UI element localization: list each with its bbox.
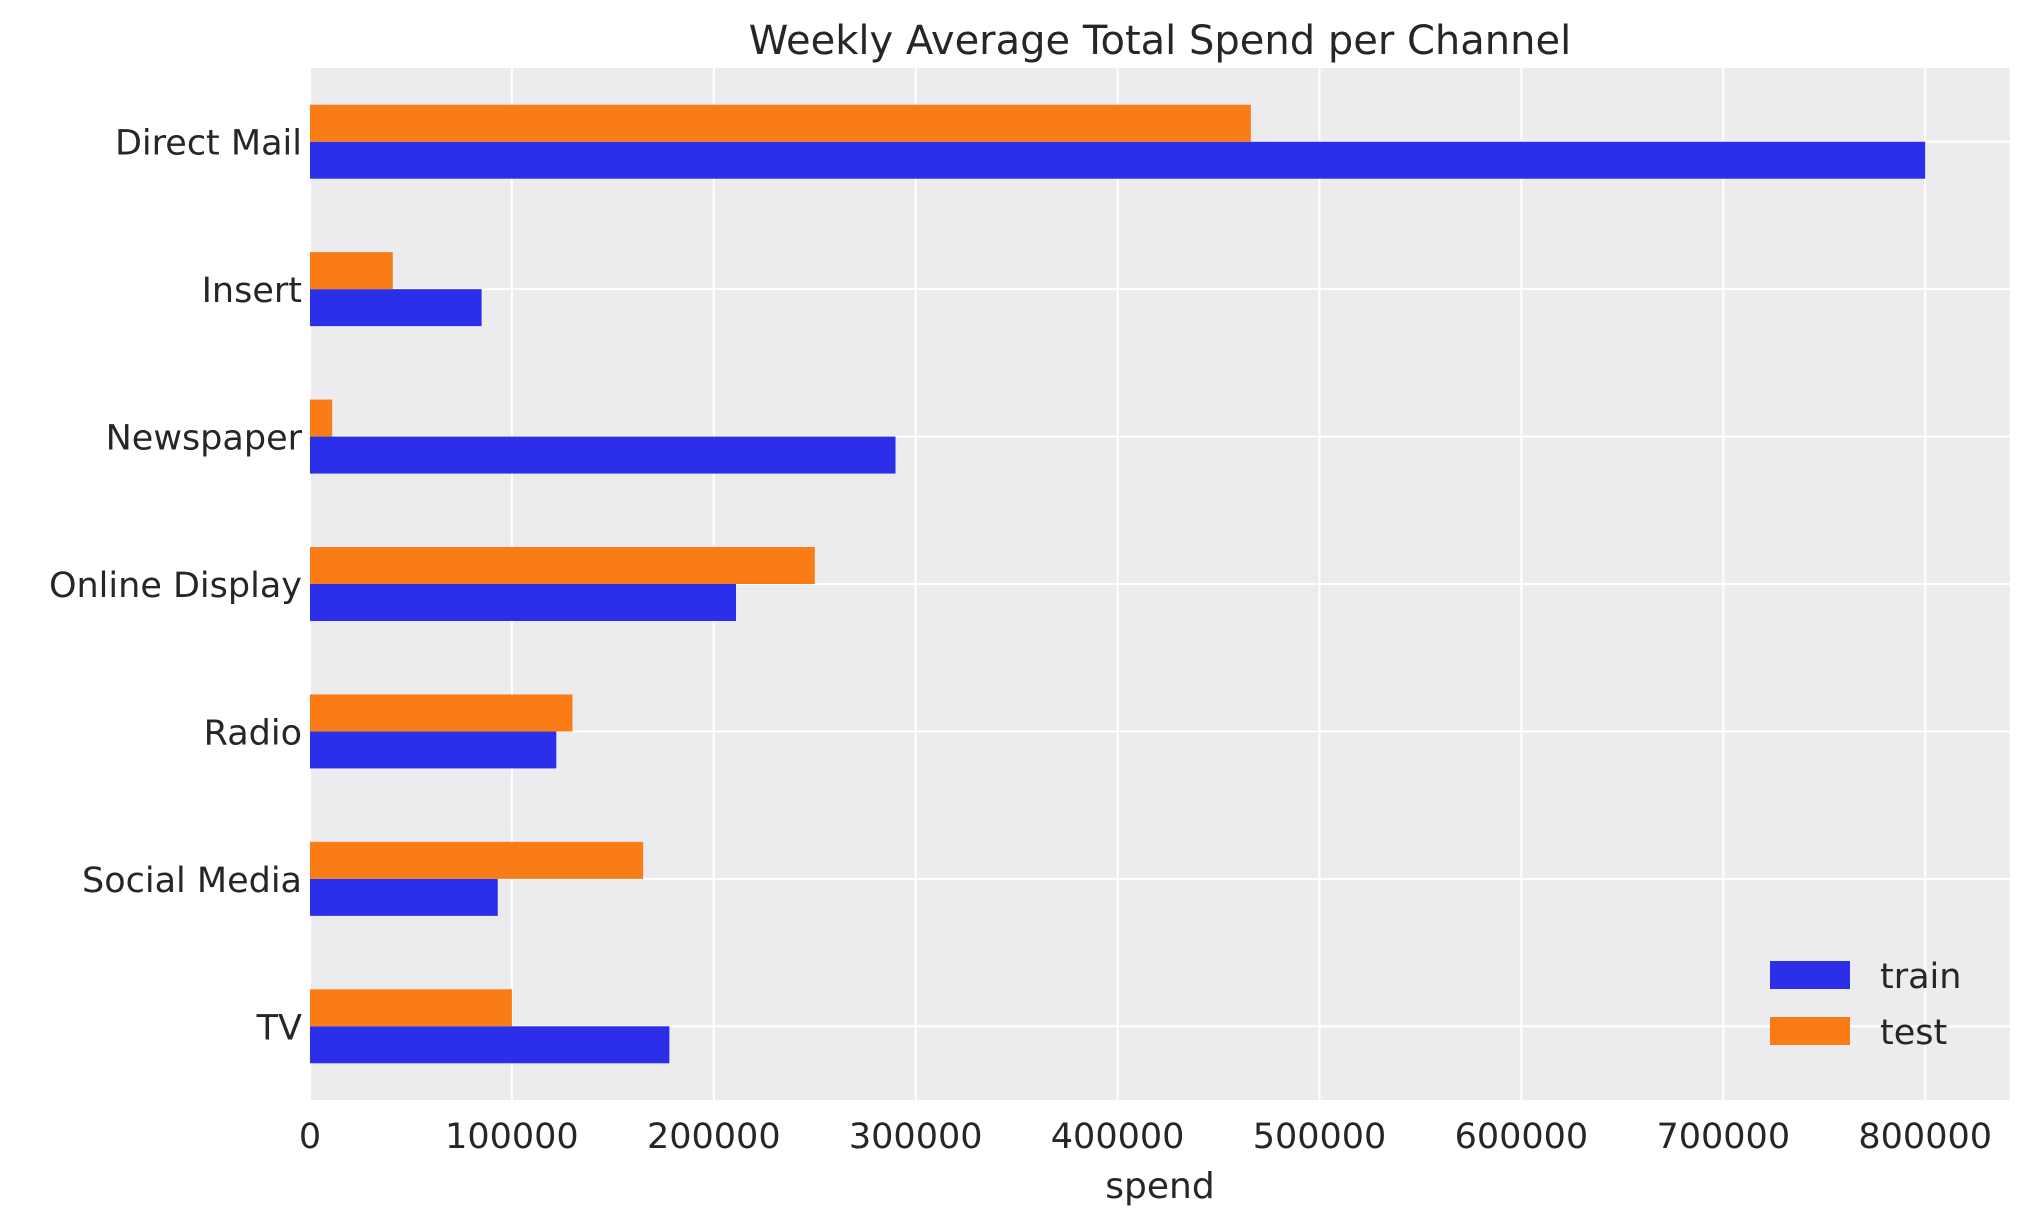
bar-train-social-media	[310, 878, 498, 916]
x-axis-label: spend	[1105, 1166, 1214, 1207]
legend-swatch-train	[1770, 961, 1850, 989]
x-tick-label: 200000	[647, 1117, 781, 1157]
bar-train-direct-mail	[310, 141, 1926, 179]
x-tick-label: 600000	[1455, 1117, 1589, 1157]
bar-test-insert	[310, 252, 393, 290]
legend-label-train: train	[1880, 957, 1961, 997]
category-label: Radio	[204, 713, 302, 753]
category-label: Insert	[202, 271, 302, 311]
chart-title: Weekly Average Total Spend per Channel	[749, 18, 1571, 64]
legend: train test	[1770, 957, 1961, 1053]
bar-train-insert	[310, 289, 482, 327]
category-label: TV	[256, 1008, 302, 1048]
legend-label-test: test	[1880, 1013, 1947, 1053]
bar-train-online-display	[310, 584, 737, 621]
category-label: Newspaper	[106, 419, 303, 459]
x-tick-label: 800000	[1858, 1117, 1992, 1157]
bar-train-radio	[310, 731, 557, 769]
bar-test-tv	[310, 989, 512, 1027]
bar-test-online-display	[310, 547, 815, 584]
bar-train-tv	[310, 1026, 670, 1064]
x-tick-label: 100000	[445, 1117, 579, 1157]
bar-test-social-media	[310, 841, 644, 879]
category-label: Social Media	[82, 861, 302, 901]
x-tick-label: 0	[299, 1117, 321, 1157]
x-tick-label: 500000	[1253, 1117, 1387, 1157]
x-tick-label: 300000	[849, 1117, 983, 1157]
legend-swatch-test	[1770, 1017, 1850, 1045]
bar-test-direct-mail	[310, 104, 1251, 142]
bar-test-radio	[310, 694, 573, 732]
bar-train-newspaper	[310, 436, 896, 474]
x-tick-label: 400000	[1051, 1117, 1185, 1157]
category-label: Direct Mail	[115, 124, 302, 164]
bar-test-newspaper	[310, 399, 333, 437]
bars-group	[310, 104, 1926, 1064]
x-tick-label: 700000	[1656, 1117, 1790, 1157]
category-label: Online Display	[49, 566, 302, 606]
x-tick-labels: 0 100000 200000 300000 400000 500000 600000 700…	[299, 1117, 1992, 1157]
category-labels: Direct Mail Insert Newspaper Online Display…	[49, 124, 303, 1049]
